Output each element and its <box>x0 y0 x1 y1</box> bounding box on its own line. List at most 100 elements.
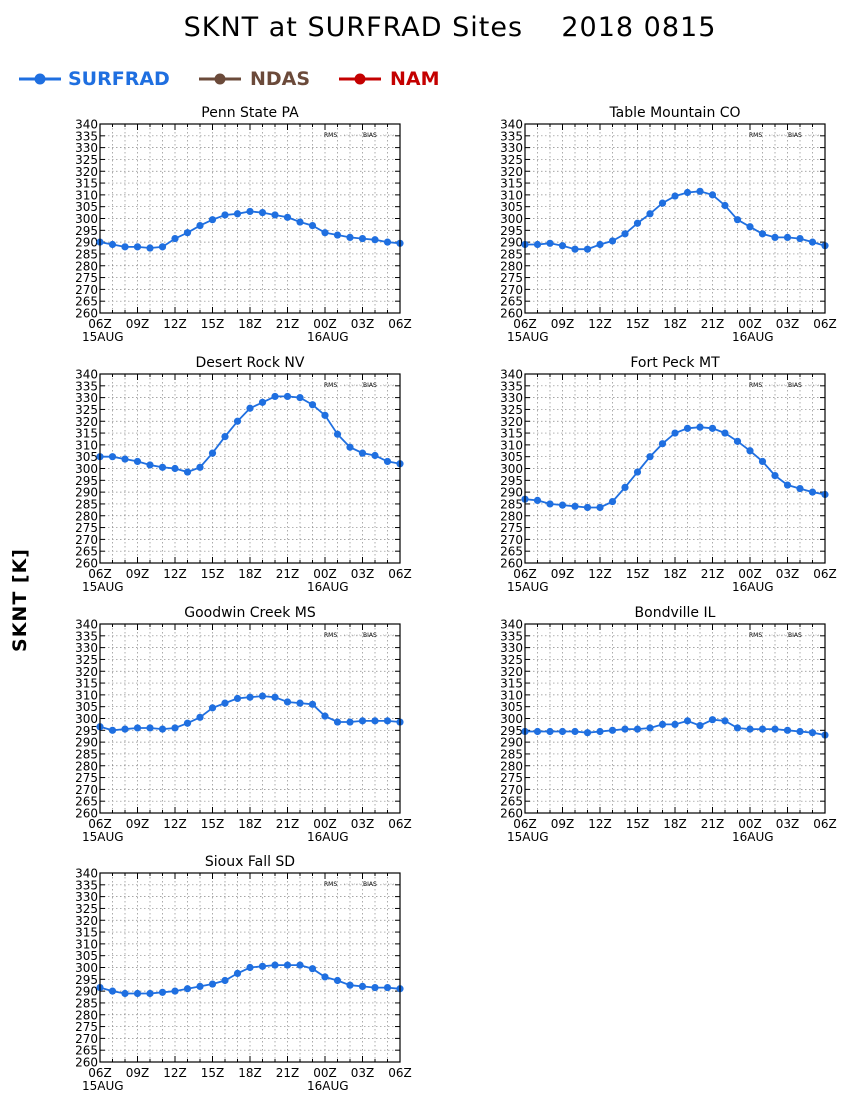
x-tick-label: 00Z <box>313 817 337 831</box>
data-point <box>646 724 654 732</box>
data-point <box>758 230 767 238</box>
y-tick-label: 340 <box>75 368 98 382</box>
y-tick-label: 320 <box>500 415 523 429</box>
x-tick-label: 00Z <box>738 317 762 331</box>
y-tick-label: 310 <box>75 688 98 702</box>
data-point <box>371 451 379 460</box>
data-point <box>221 699 229 707</box>
data-point <box>346 443 354 451</box>
panel-title: Sioux Fall SD <box>205 854 295 870</box>
y-tick-label: 270 <box>75 1032 98 1046</box>
data-point <box>258 692 267 700</box>
data-point <box>221 211 229 219</box>
data-point <box>321 411 329 419</box>
data-point <box>571 502 579 510</box>
y-tick-label: 285 <box>500 497 523 511</box>
data-point <box>196 982 204 991</box>
y-tick-label: 280 <box>75 509 98 523</box>
y-tick-label: 325 <box>500 153 523 167</box>
y-tick-label: 265 <box>500 545 523 559</box>
data-point <box>733 216 742 224</box>
x-tick-label: 06Z <box>388 317 412 331</box>
panel-title: Table Mountain CO <box>608 105 740 121</box>
y-tick-label: 335 <box>500 629 523 643</box>
y-tick-label: 270 <box>75 783 98 797</box>
data-point <box>558 501 567 509</box>
data-point <box>246 207 254 216</box>
bias-label: BIAS <box>363 632 377 639</box>
y-tick-label: 265 <box>75 295 98 309</box>
data-point <box>808 238 817 246</box>
data-point <box>283 213 292 221</box>
x-tick-label: 09Z <box>551 817 575 831</box>
data-point <box>696 423 704 431</box>
y-tick-label: 260 <box>500 807 523 821</box>
data-point <box>371 717 379 725</box>
data-point <box>383 238 392 246</box>
legend-entry-ndas: NDAS <box>198 66 310 94</box>
data-point <box>371 983 379 992</box>
x-tick-label: 12Z <box>588 317 612 331</box>
data-point <box>371 236 379 244</box>
data-point <box>233 969 242 978</box>
y-tick-label: 275 <box>75 1020 98 1034</box>
y-tick-label: 300 <box>75 961 98 975</box>
y-tick-label: 330 <box>500 391 523 405</box>
panel-title: Penn State PA <box>201 105 299 121</box>
panel-penn-state-pa: Penn State PA 260265270275280285290295300… <box>75 105 412 344</box>
x-date-label: 16AUG <box>307 580 349 594</box>
data-point <box>333 718 342 726</box>
y-tick-label: 285 <box>75 747 98 761</box>
plot-frame <box>99 373 401 564</box>
x-date-label: 15AUG <box>82 1079 124 1093</box>
y-tick-label: 280 <box>500 509 523 523</box>
y-tick-label: 320 <box>75 665 98 679</box>
panel-title: Desert Rock NV <box>196 355 305 371</box>
y-tick-label: 285 <box>500 747 523 761</box>
data-point <box>546 500 554 508</box>
y-tick-label: 340 <box>500 368 523 382</box>
legend-label-surfrad: SURFRAD <box>68 68 170 90</box>
x-tick-label: 18Z <box>238 1066 262 1080</box>
y-tick-label: 320 <box>500 165 523 179</box>
y-tick-label: 300 <box>75 462 98 476</box>
x-tick-label: 00Z <box>738 567 762 581</box>
data-point <box>158 725 167 733</box>
data-point <box>246 404 254 412</box>
x-date-label: 16AUG <box>732 830 774 844</box>
y-tick-label: 300 <box>500 212 523 226</box>
data-point <box>271 961 279 969</box>
data-point <box>533 727 542 736</box>
y-tick-label: 265 <box>75 1044 98 1058</box>
y-tick-label: 325 <box>75 653 98 667</box>
x-tick-label: 18Z <box>238 317 262 331</box>
data-point <box>783 481 792 489</box>
y-tick-label: 290 <box>500 486 523 500</box>
y-tick-label: 325 <box>75 902 98 916</box>
data-point <box>308 221 317 230</box>
data-point <box>646 210 654 218</box>
data-point <box>233 417 242 425</box>
x-tick-label: 03Z <box>776 317 800 331</box>
data-point <box>296 218 304 226</box>
x-tick-label: 15Z <box>201 817 225 831</box>
data-point <box>671 720 679 729</box>
data-point <box>583 503 592 512</box>
data-point <box>621 725 629 733</box>
data-point <box>671 192 679 200</box>
data-point <box>108 726 117 734</box>
y-tick-label: 310 <box>500 688 523 702</box>
data-point <box>121 243 129 251</box>
legend-label-ndas: NDAS <box>250 68 311 90</box>
data-point <box>246 963 254 972</box>
data-point <box>758 725 767 733</box>
plot-frame <box>99 872 401 1063</box>
rms-label: RMS <box>324 382 337 389</box>
data-point <box>721 201 729 210</box>
x-tick-label: 09Z <box>551 567 575 581</box>
x-tick-label: 06Z <box>88 317 112 331</box>
x-tick-label: 00Z <box>313 567 337 581</box>
x-tick-label: 03Z <box>351 817 375 831</box>
data-point <box>208 980 217 988</box>
y-tick-label: 290 <box>75 985 98 999</box>
